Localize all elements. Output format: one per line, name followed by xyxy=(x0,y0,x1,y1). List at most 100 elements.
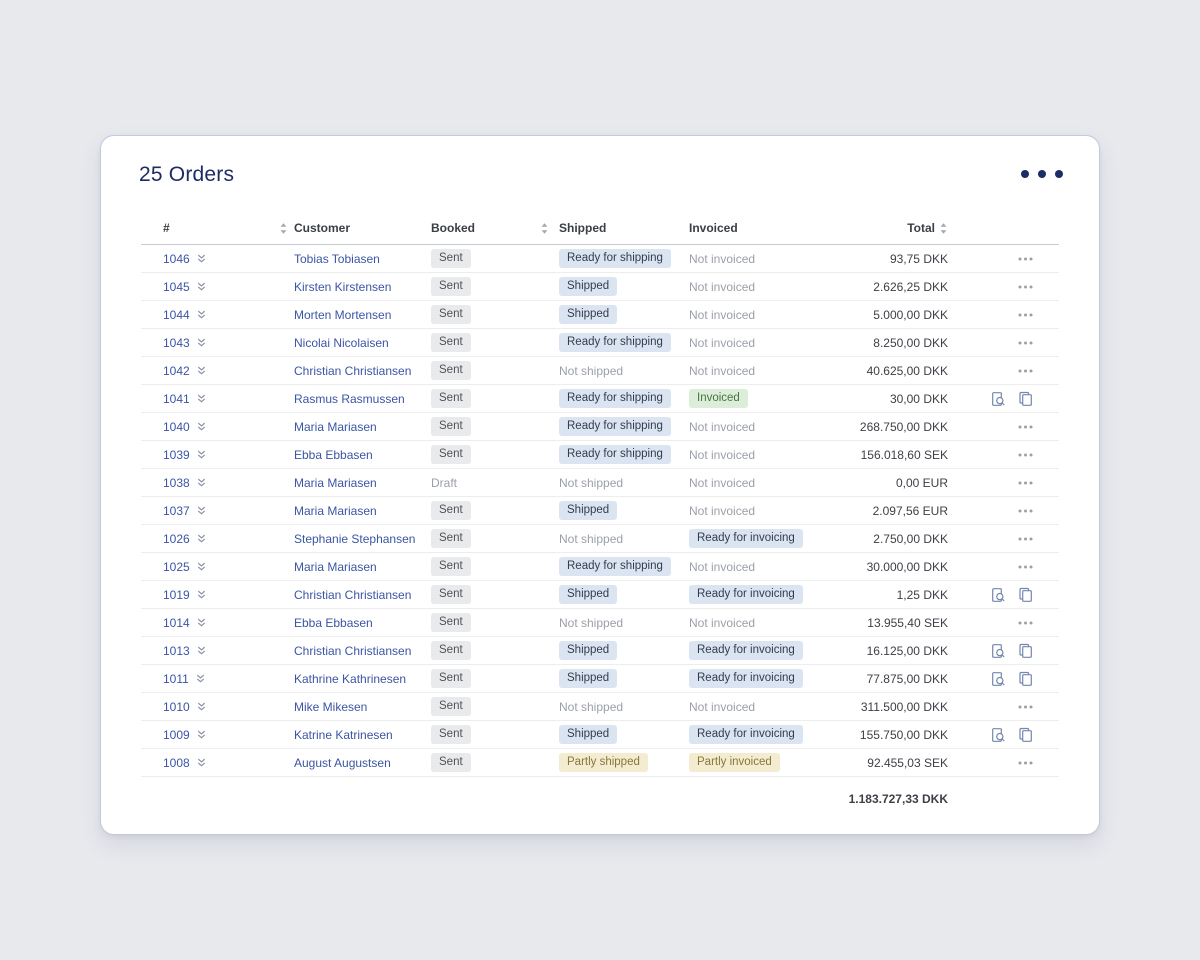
page-title: 25 Orders xyxy=(139,163,235,186)
preview-invoice-button[interactable] xyxy=(990,643,1006,659)
row-menu-button[interactable] xyxy=(1018,453,1033,457)
table-body: 1046 Tobias Tobiasen Sent Ready for shippin… xyxy=(141,245,1059,777)
sort-icon[interactable] xyxy=(939,222,948,235)
order-number-cell: 1008 xyxy=(141,756,294,770)
column-header-invoiced-label: Invoiced xyxy=(689,221,738,235)
order-number-link[interactable]: 1038 xyxy=(163,475,190,490)
expand-chevron-icon[interactable] xyxy=(196,253,207,264)
column-header-invoiced[interactable]: Invoiced xyxy=(689,221,819,235)
preview-invoice-button[interactable] xyxy=(990,587,1006,603)
order-number-link[interactable]: 1008 xyxy=(163,755,190,770)
expand-chevron-icon[interactable] xyxy=(196,281,207,292)
expand-chevron-icon[interactable] xyxy=(196,393,207,404)
order-number-link[interactable]: 1014 xyxy=(163,615,190,630)
column-header-id[interactable]: # xyxy=(141,221,294,235)
row-menu-button[interactable] xyxy=(1018,621,1033,625)
order-number-link[interactable]: 1044 xyxy=(163,307,190,322)
order-number-link[interactable]: 1026 xyxy=(163,531,190,546)
order-number-link[interactable]: 1009 xyxy=(163,727,190,742)
status-badge: Ready for invoicing xyxy=(689,669,803,688)
sort-icon[interactable] xyxy=(279,222,288,235)
copy-document-button[interactable] xyxy=(1018,727,1033,743)
booked-cell: Sent xyxy=(431,249,559,268)
expand-chevron-icon[interactable] xyxy=(196,365,207,376)
order-number-link[interactable]: 1039 xyxy=(163,447,190,462)
expand-chevron-icon[interactable] xyxy=(196,309,207,320)
column-header-customer[interactable]: Customer xyxy=(294,221,431,235)
copy-document-button[interactable] xyxy=(1018,587,1033,603)
actions-cell xyxy=(948,727,1059,743)
order-number-cell: 1038 xyxy=(141,476,294,490)
status-badge: Sent xyxy=(431,557,471,576)
shipped-cell: Shipped xyxy=(559,641,689,660)
row-menu-button[interactable] xyxy=(1018,285,1033,289)
order-number-link[interactable]: 1025 xyxy=(163,559,190,574)
preview-invoice-button[interactable] xyxy=(990,727,1006,743)
copy-document-button[interactable] xyxy=(1018,643,1033,659)
status-badge: Shipped xyxy=(559,641,618,660)
expand-chevron-icon[interactable] xyxy=(196,701,207,712)
orders-card: 25 Orders # Customer Booked xyxy=(100,135,1100,835)
row-menu-button[interactable] xyxy=(1018,313,1033,317)
preview-invoice-button[interactable] xyxy=(990,671,1006,687)
order-number-link[interactable]: 1041 xyxy=(163,391,190,406)
expand-chevron-icon[interactable] xyxy=(196,757,207,768)
order-number-link[interactable]: 1011 xyxy=(163,671,189,686)
order-number-link[interactable]: 1043 xyxy=(163,335,190,350)
order-number-link[interactable]: 1037 xyxy=(163,503,190,518)
order-number-link[interactable]: 1013 xyxy=(163,643,190,658)
row-menu-button[interactable] xyxy=(1018,341,1033,345)
status-badge: Ready for shipping xyxy=(559,557,671,576)
customer-cell: Mike Mikesen xyxy=(294,699,368,714)
expand-chevron-icon[interactable] xyxy=(196,477,207,488)
total-cell: 268.750,00 DKK xyxy=(859,419,948,434)
expand-chevron-icon[interactable] xyxy=(195,673,206,684)
expand-chevron-icon[interactable] xyxy=(196,729,207,740)
row-menu-button[interactable] xyxy=(1018,565,1033,569)
preview-invoice-button[interactable] xyxy=(990,391,1006,407)
table-row: 1037 Maria Mariasen Sent Shipped Not invoice… xyxy=(141,497,1059,525)
invoiced-cell: Partly invoiced xyxy=(689,753,819,772)
shipped-cell: Ready for shipping xyxy=(559,249,689,268)
row-menu-button[interactable] xyxy=(1018,705,1033,709)
row-menu-button[interactable] xyxy=(1018,425,1033,429)
row-menu-button[interactable] xyxy=(1018,761,1033,765)
expand-chevron-icon[interactable] xyxy=(196,645,207,656)
copy-document-button[interactable] xyxy=(1018,391,1033,407)
expand-chevron-icon[interactable] xyxy=(196,617,207,628)
column-header-booked[interactable]: Booked xyxy=(431,221,559,235)
expand-chevron-icon[interactable] xyxy=(196,421,207,432)
actions-cell xyxy=(948,257,1059,261)
order-number-link[interactable]: 1046 xyxy=(163,251,190,266)
order-number-link[interactable]: 1042 xyxy=(163,363,190,378)
row-menu-button[interactable] xyxy=(1018,537,1033,541)
shipped-cell: Not shipped xyxy=(559,700,689,714)
expand-chevron-icon[interactable] xyxy=(196,505,207,516)
status-text: Not invoiced xyxy=(689,419,756,434)
table-row: 1025 Maria Mariasen Sent Ready for shipping… xyxy=(141,553,1059,581)
card-menu-button[interactable] xyxy=(1021,163,1063,178)
row-menu-button[interactable] xyxy=(1018,369,1033,373)
booked-cell: Sent xyxy=(431,669,559,688)
order-number-link[interactable]: 1040 xyxy=(163,419,190,434)
column-header-total[interactable]: Total xyxy=(819,221,948,235)
sort-icon[interactable] xyxy=(540,222,549,235)
expand-chevron-icon[interactable] xyxy=(196,449,207,460)
expand-chevron-icon[interactable] xyxy=(196,533,207,544)
row-menu-button[interactable] xyxy=(1018,509,1033,513)
actions-cell xyxy=(948,671,1059,687)
actions-cell xyxy=(948,621,1059,625)
row-menu-button[interactable] xyxy=(1018,481,1033,485)
order-number-link[interactable]: 1045 xyxy=(163,279,190,294)
shipped-cell: Ready for shipping xyxy=(559,417,689,436)
copy-document-button[interactable] xyxy=(1018,671,1033,687)
column-header-shipped[interactable]: Shipped xyxy=(559,221,689,235)
expand-chevron-icon[interactable] xyxy=(196,589,207,600)
table-header: # Customer Booked Shipped Invoiced xyxy=(141,202,1059,245)
expand-chevron-icon[interactable] xyxy=(196,561,207,572)
order-number-link[interactable]: 1010 xyxy=(163,699,190,714)
order-number-link[interactable]: 1019 xyxy=(163,587,190,602)
row-menu-button[interactable] xyxy=(1018,257,1033,261)
invoiced-cell: Invoiced xyxy=(689,389,819,408)
expand-chevron-icon[interactable] xyxy=(196,337,207,348)
